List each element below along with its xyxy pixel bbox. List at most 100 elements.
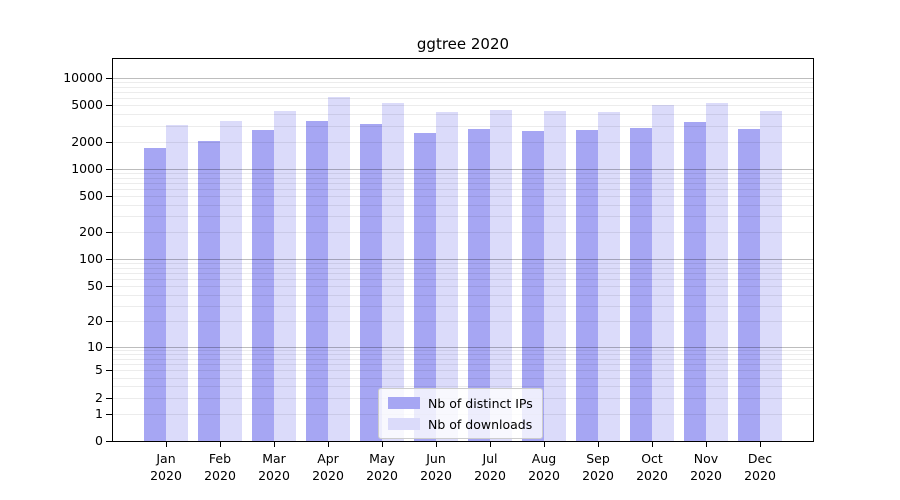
bar-feb-downloads — [220, 120, 242, 441]
y-axis-tick — [106, 286, 112, 288]
x-axis-tick — [436, 442, 437, 447]
x-tick-label-year: 2020 — [204, 468, 236, 483]
y-tick-label: 2 — [95, 389, 103, 405]
x-tick-label-year: 2020 — [636, 468, 668, 483]
bar-mar-distinct-ips — [252, 129, 274, 441]
x-tick-label-month: Nov — [693, 451, 719, 466]
legend-label-downloads: Nb of downloads — [428, 416, 533, 432]
y-tick-label: 200 — [79, 224, 103, 240]
x-tick-label-month: Jul — [482, 451, 498, 466]
y-tick-label: 2000 — [71, 133, 103, 149]
bar-apr-distinct-ips — [306, 120, 328, 441]
x-tick-label: Dec 2020 — [733, 450, 787, 484]
x-tick-label-month: Jan — [156, 451, 176, 466]
y-tick-label: 1000 — [71, 160, 103, 176]
legend-swatch-distinct-ips — [388, 397, 420, 409]
y-tick-label: 500 — [79, 188, 103, 204]
y-axis-tick — [106, 370, 112, 372]
y-axis-tick — [106, 105, 112, 107]
bar-dec-downloads — [760, 110, 782, 441]
legend-swatch-downloads — [388, 418, 420, 430]
x-tick-label-month: Feb — [208, 451, 232, 466]
x-tick-label-month: Sep — [586, 451, 610, 466]
bars-layer — [113, 59, 813, 441]
x-axis-tick — [274, 442, 275, 447]
y-axis-tick — [106, 259, 112, 261]
bar-nov-distinct-ips — [684, 122, 706, 441]
bar-oct-downloads — [652, 105, 674, 441]
x-tick-label-month: May — [369, 451, 395, 466]
y-axis-tick — [106, 78, 112, 80]
x-tick-label: May 2020 — [355, 450, 409, 484]
bar-jan-distinct-ips — [144, 147, 166, 441]
x-tick-label-month: Mar — [262, 451, 286, 466]
x-tick-label: Oct 2020 — [625, 450, 679, 484]
x-tick-label-year: 2020 — [258, 468, 290, 483]
x-axis-tick — [490, 442, 491, 447]
y-axis-tick — [106, 413, 112, 415]
bar-dec-distinct-ips — [738, 129, 760, 441]
x-tick-label-year: 2020 — [474, 468, 506, 483]
x-axis-tick — [166, 442, 167, 447]
x-tick-label: Feb 2020 — [193, 450, 247, 484]
x-axis-tick — [652, 442, 653, 447]
bar-mar-downloads — [274, 111, 296, 441]
bar-jul-distinct-ips — [468, 129, 490, 441]
x-tick-label-month: Dec — [747, 451, 773, 466]
bar-may-downloads — [382, 103, 404, 441]
y-axis-tick — [106, 441, 112, 442]
x-tick-label: Mar 2020 — [247, 450, 301, 484]
x-axis-tick — [328, 442, 329, 447]
x-tick-label: Jun 2020 — [409, 450, 463, 484]
x-axis-tick — [598, 442, 599, 447]
x-tick-label: Nov 2020 — [679, 450, 733, 484]
x-axis-tick — [544, 442, 545, 447]
plot-area — [112, 58, 814, 442]
y-tick-label: 100 — [79, 251, 103, 267]
x-tick-label-year: 2020 — [582, 468, 614, 483]
x-axis-tick — [760, 442, 761, 447]
y-tick-label: 5000 — [71, 97, 103, 113]
bar-sep-downloads — [598, 112, 620, 441]
x-tick-label-month: Aug — [531, 451, 557, 466]
y-tick-label: 0 — [95, 433, 103, 448]
x-tick-label-year: 2020 — [744, 468, 776, 483]
x-tick-label-year: 2020 — [528, 468, 560, 483]
bar-feb-distinct-ips — [198, 140, 220, 441]
bar-sep-distinct-ips — [576, 129, 598, 441]
y-axis-tick — [106, 397, 112, 399]
y-tick-label: 50 — [87, 278, 103, 294]
bar-jul-downloads — [490, 109, 512, 441]
x-tick-label: Jan 2020 — [139, 450, 193, 484]
x-tick-label-month: Jun — [426, 451, 446, 466]
x-tick-label-month: Apr — [317, 451, 339, 466]
x-tick-label-year: 2020 — [420, 468, 452, 483]
x-tick-label: Sep 2020 — [571, 450, 625, 484]
y-axis-tick — [106, 168, 112, 170]
y-tick-label: 20 — [87, 313, 103, 329]
x-axis-tick — [706, 442, 707, 447]
bar-jun-downloads — [436, 111, 458, 441]
y-axis-tick — [106, 141, 112, 143]
x-tick-label: Apr 2020 — [301, 450, 355, 484]
y-axis-tick — [106, 232, 112, 234]
x-tick-label-month: Oct — [641, 451, 663, 466]
bar-may-distinct-ips — [360, 124, 382, 441]
bar-aug-distinct-ips — [522, 131, 544, 441]
bar-nov-downloads — [706, 103, 728, 441]
x-axis-tick — [382, 442, 383, 447]
x-tick-label: Jul 2020 — [463, 450, 517, 484]
x-axis-tick — [220, 442, 221, 447]
x-tick-label-year: 2020 — [366, 468, 398, 483]
y-axis-tick — [106, 196, 112, 198]
bar-oct-distinct-ips — [630, 128, 652, 441]
y-axis-tick — [106, 321, 112, 323]
bar-aug-downloads — [544, 111, 566, 441]
y-tick-label: 5 — [95, 362, 103, 378]
x-tick-label-year: 2020 — [150, 468, 182, 483]
y-tick-label: 10000 — [63, 70, 103, 86]
y-tick-label: 10 — [87, 338, 103, 354]
bar-jan-downloads — [166, 124, 188, 441]
bar-apr-downloads — [328, 97, 350, 441]
